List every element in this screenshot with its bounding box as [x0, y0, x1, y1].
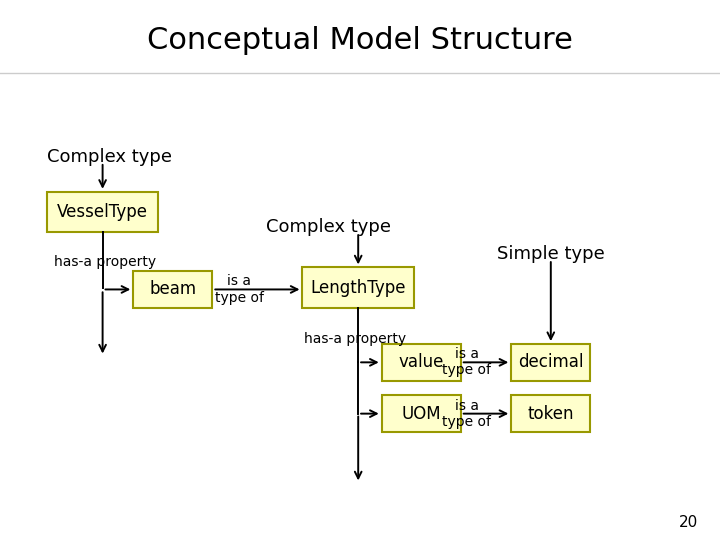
FancyBboxPatch shape	[133, 271, 212, 308]
Text: token: token	[528, 404, 574, 423]
Text: is a
type of: is a type of	[442, 399, 491, 429]
Text: is a
type of: is a type of	[442, 347, 491, 377]
FancyBboxPatch shape	[382, 395, 461, 432]
FancyBboxPatch shape	[302, 267, 414, 308]
Text: decimal: decimal	[518, 353, 583, 372]
FancyBboxPatch shape	[511, 344, 590, 381]
Text: Complex type: Complex type	[266, 218, 392, 236]
Text: VesselType: VesselType	[57, 203, 148, 221]
Text: has-a property: has-a property	[54, 255, 156, 269]
Text: Simple type: Simple type	[497, 245, 605, 263]
Text: LengthType: LengthType	[310, 279, 406, 296]
Text: value: value	[398, 353, 444, 372]
Text: 20: 20	[679, 515, 698, 530]
Text: beam: beam	[149, 280, 197, 299]
Text: is a
type of: is a type of	[215, 274, 264, 305]
FancyBboxPatch shape	[47, 192, 158, 232]
FancyBboxPatch shape	[511, 395, 590, 432]
Text: has-a property: has-a property	[304, 332, 406, 346]
Text: Conceptual Model Structure: Conceptual Model Structure	[147, 26, 573, 55]
Text: UOM: UOM	[401, 404, 441, 423]
Text: Complex type: Complex type	[47, 147, 172, 166]
FancyBboxPatch shape	[382, 344, 461, 381]
